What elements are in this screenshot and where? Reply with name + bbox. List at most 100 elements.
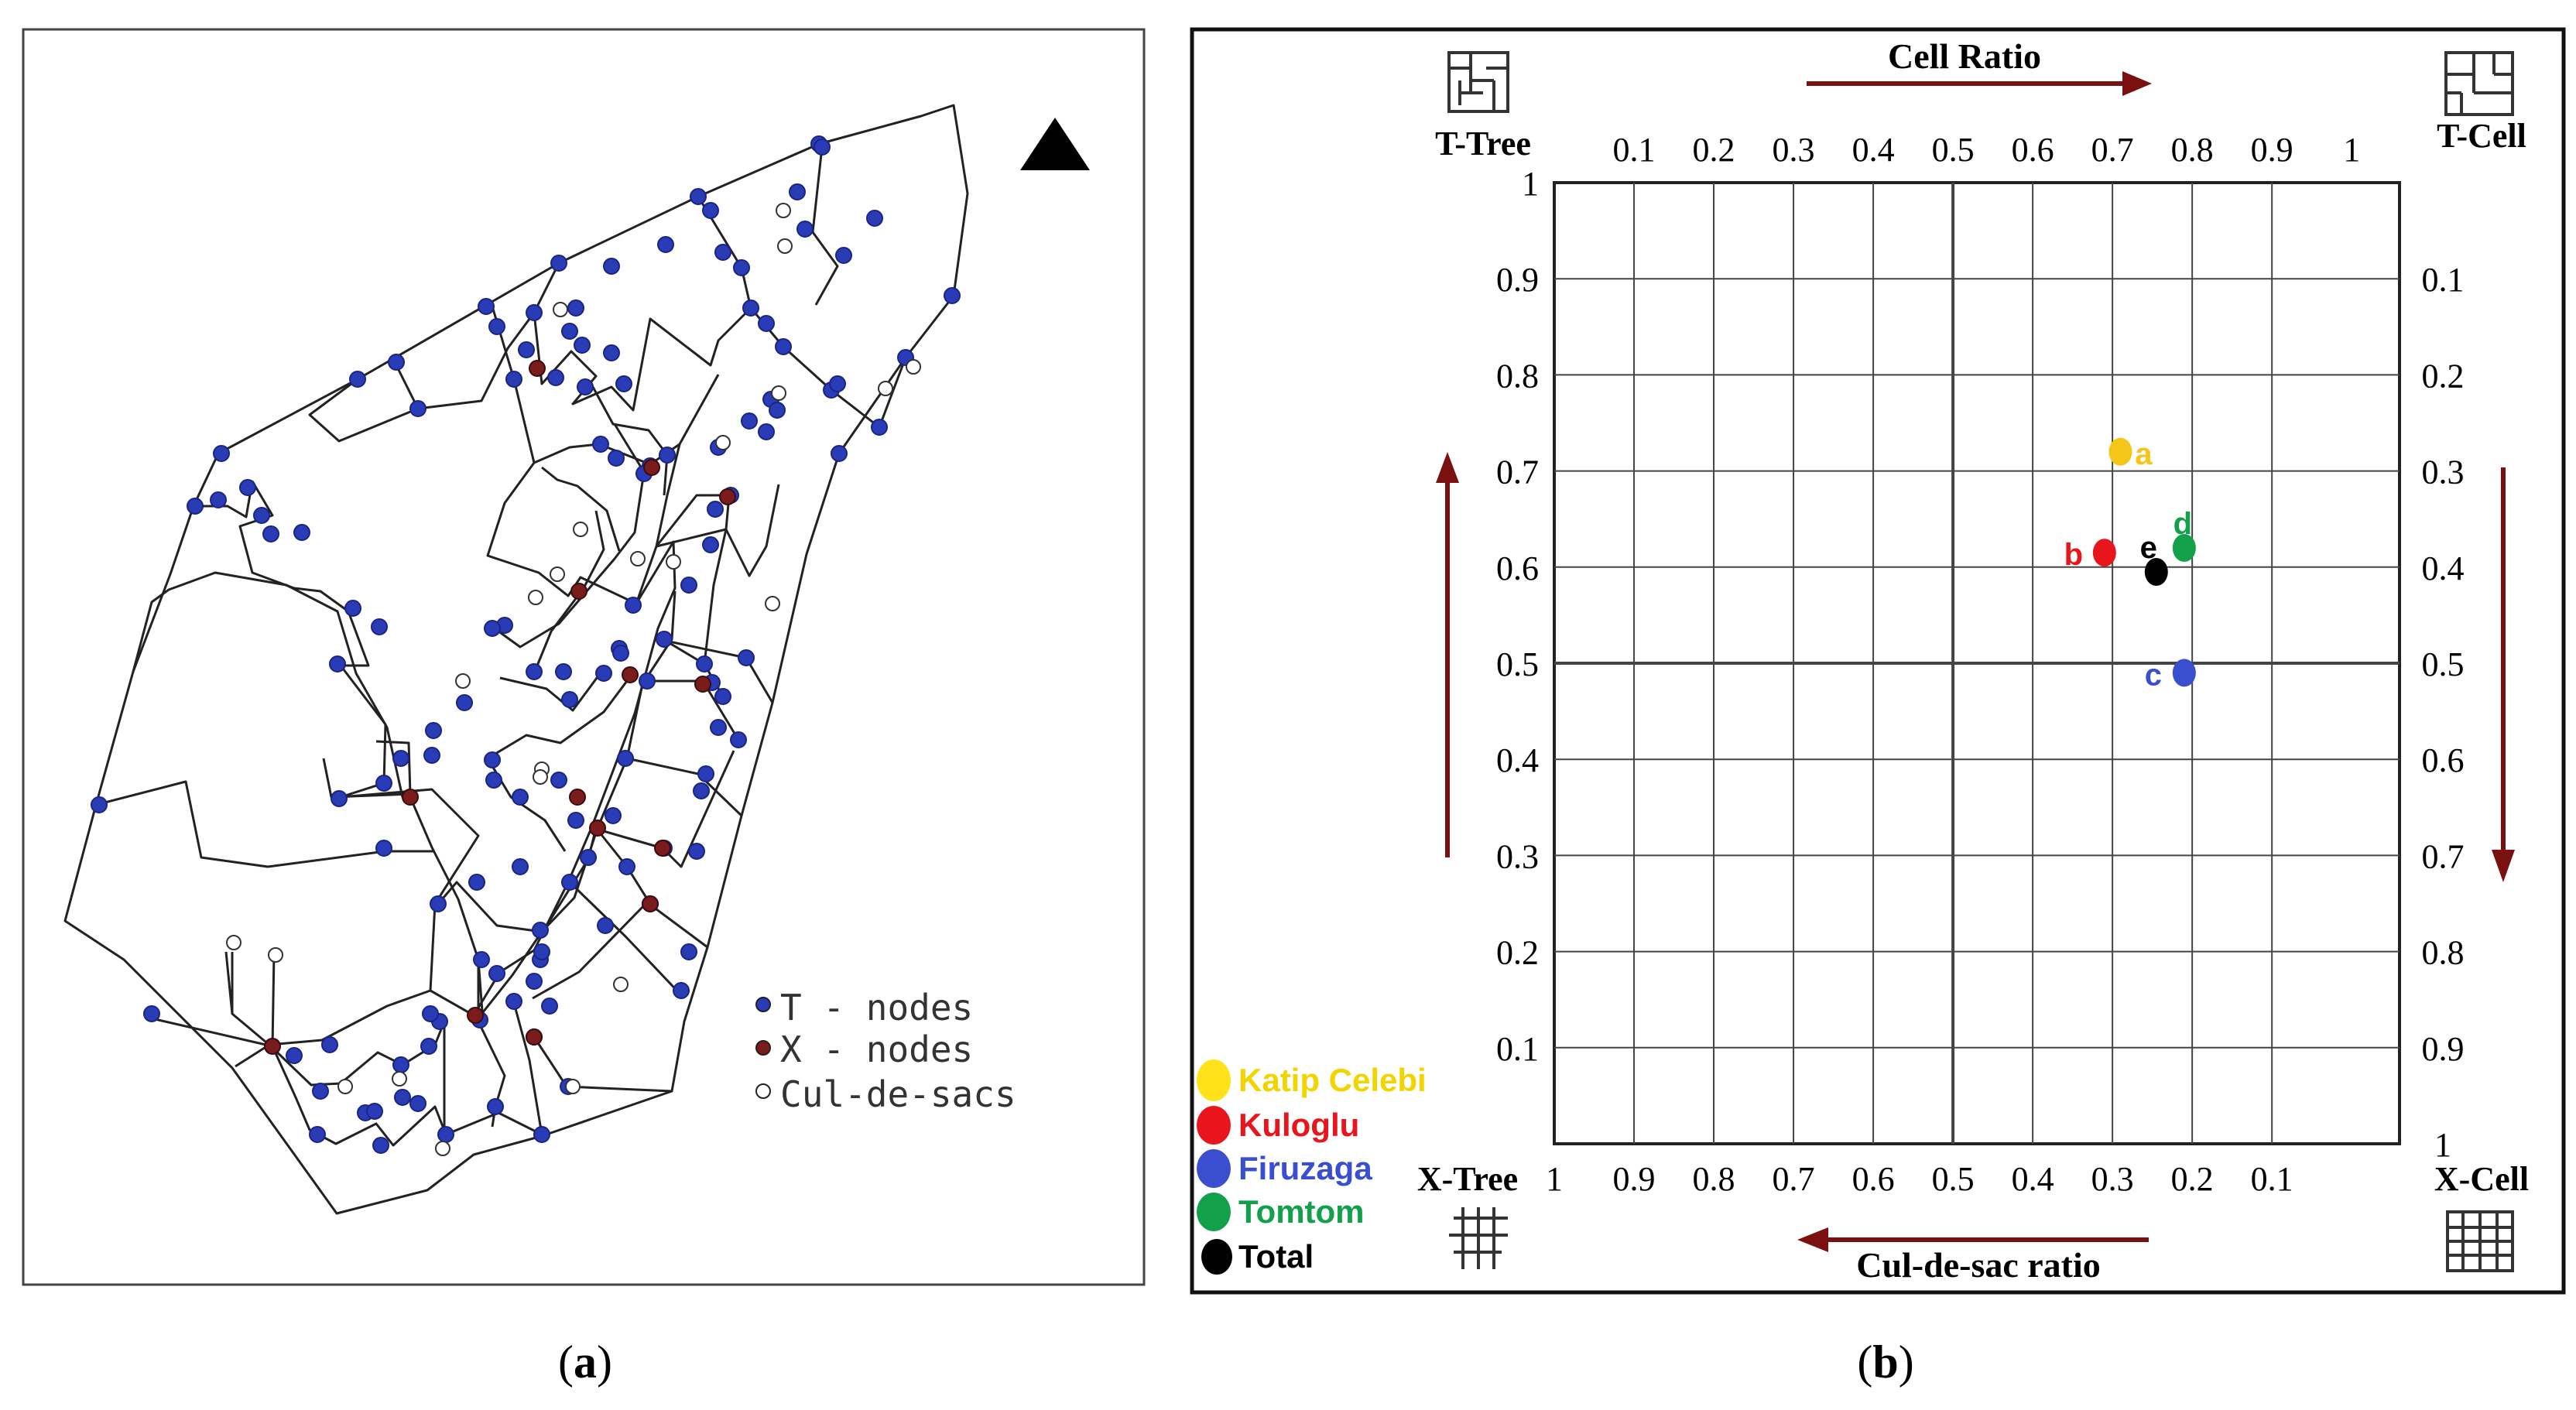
t-node-marker (710, 719, 727, 736)
tick-label-left: 0.1 (1496, 1030, 1539, 1068)
t-node-marker (595, 665, 612, 682)
arrowhead-bottom-icon (1797, 1227, 1828, 1252)
tick-label-top: 0.7 (2091, 131, 2134, 169)
legend-a: T - nodes X - nodes Cul-de-sacs (755, 987, 1016, 1115)
t-node-marker (769, 402, 786, 419)
t-node-marker (312, 1083, 329, 1100)
t-node-marker (738, 649, 755, 666)
t-node-marker (375, 840, 392, 857)
t-node-marker (944, 287, 961, 304)
cul-de-sac-marker (573, 522, 588, 537)
t-node-marker (372, 1137, 389, 1154)
t-node-marker (518, 341, 535, 358)
t-node-marker (239, 479, 256, 496)
tick-label-top: 1 (2343, 131, 2360, 169)
t-node-marker (262, 525, 279, 542)
t-node-marker (371, 618, 388, 635)
data-point-label-d: d (2174, 507, 2192, 541)
tick-label-right: 0.4 (2422, 549, 2465, 587)
t-node-marker (730, 731, 747, 748)
tick-label-right: 0.7 (2422, 837, 2465, 875)
x-node-marker (589, 820, 606, 837)
data-points: a b c de (2064, 437, 2196, 692)
tick-label-top: 0.6 (2012, 131, 2054, 169)
tick-label-bottom: 0.2 (2171, 1160, 2214, 1198)
x-node-marker (402, 789, 419, 806)
t-node-marker (714, 244, 731, 261)
t-node-marker (561, 323, 578, 340)
t-node-marker (688, 843, 705, 860)
t-cell-icon (2444, 51, 2514, 116)
cul-de-sac-marker (392, 1071, 407, 1087)
t-node-marker (690, 188, 707, 205)
tick-label-right: 0.6 (2422, 741, 2465, 779)
tick-label-right: 0.9 (2422, 1030, 2465, 1068)
tick-label-right: 0.1 (2422, 261, 2465, 299)
data-point-c (2172, 659, 2196, 687)
t-node-marker (866, 210, 883, 227)
cul-de-sac-marker (455, 673, 471, 689)
x-node-marker (467, 1007, 484, 1024)
t-node-marker (512, 858, 529, 875)
x-node-marker (719, 488, 736, 505)
cul-de-sac-marker (776, 203, 791, 218)
t-node-marker (871, 419, 888, 436)
t-node-marker (484, 751, 501, 768)
t-node-marker (680, 577, 697, 594)
panel-b: Cell Ratio Cul-de-sac ratio (1190, 27, 2566, 1388)
network-nodes (91, 135, 961, 1156)
tick-label-top: 0.3 (1773, 131, 1815, 169)
t-node-marker (561, 691, 578, 708)
data-point-label-b: b (2064, 538, 2083, 572)
legend-kuloglu-label: Kuloglu (1238, 1107, 1359, 1143)
north-arrow-icon (1020, 118, 1090, 170)
tick-label-bottom: 0.6 (1852, 1160, 1895, 1198)
cul-de-sac-marker (553, 302, 568, 317)
t-node-marker (580, 849, 597, 866)
t-node-marker (409, 1095, 426, 1112)
t-node-marker (829, 375, 846, 392)
t-node-marker (478, 298, 495, 315)
tick-label-right: 0.2 (2422, 357, 2465, 395)
t-node-marker (488, 318, 505, 335)
t-node-marker (555, 663, 572, 680)
tick-label-top: 0.4 (1852, 131, 1895, 169)
t-node-marker (561, 874, 578, 891)
t-node-marker (550, 255, 567, 272)
legend-kuloglu-marker (1197, 1106, 1231, 1145)
t-node-marker (423, 747, 440, 764)
cul-de-sac-marker (771, 385, 786, 401)
cul-de-sac-marker (435, 1141, 450, 1156)
legend-total-label: Total (1238, 1238, 1314, 1275)
t-node-marker (349, 371, 366, 388)
t-node-marker (612, 645, 629, 662)
t-node-marker (547, 369, 564, 386)
arrowhead-left-icon (1436, 452, 1459, 483)
t-node-marker (344, 600, 361, 617)
t-node-marker (213, 445, 230, 462)
t-node-marker (329, 655, 346, 672)
data-point-d (2172, 533, 2196, 562)
t-node-marker (702, 202, 719, 219)
t-node-marker (375, 775, 392, 792)
t-node-marker (618, 858, 635, 875)
t-node-marker (733, 259, 750, 276)
t-node-marker (697, 765, 714, 782)
t-node-marker (430, 895, 447, 912)
x-cell-icon (2446, 1210, 2514, 1272)
tick-label-right: 1 (2434, 1126, 2451, 1164)
t-node-marker (321, 1036, 338, 1053)
cul-de-sac-marker (666, 554, 681, 570)
x-node-marker (264, 1038, 281, 1055)
t-node-marker (388, 354, 405, 371)
cul-de-sac-marker (777, 238, 793, 254)
tick-label-bottom: 0.7 (1773, 1160, 1815, 1198)
t-node-marker (574, 337, 591, 354)
t-node-marker (488, 965, 505, 982)
x-node-marker (622, 666, 639, 683)
t-node-marker (814, 139, 831, 156)
t-node-marker (394, 1089, 411, 1106)
t-node-marker (437, 1126, 454, 1143)
t-node-marker (143, 1005, 160, 1022)
cell-ratio-title: Cell Ratio (1888, 36, 2041, 76)
